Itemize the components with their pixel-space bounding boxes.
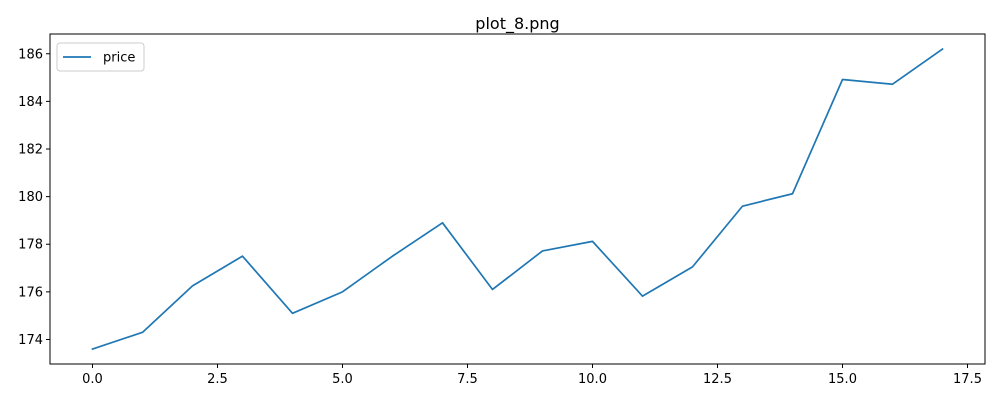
x-tick-label: 15.0 bbox=[828, 372, 857, 387]
x-tick-label: 5.0 bbox=[332, 372, 353, 387]
x-tick-label: 7.5 bbox=[457, 372, 478, 387]
legend: price bbox=[56, 42, 145, 72]
series-line-price bbox=[91, 47, 944, 351]
series-layer bbox=[91, 47, 944, 351]
y-tick-label: 182 bbox=[18, 143, 43, 158]
y-tick-label: 180 bbox=[18, 190, 43, 205]
y-tick-label: 178 bbox=[18, 238, 43, 253]
y-tick-label: 184 bbox=[18, 95, 43, 110]
y-tick-label: 174 bbox=[18, 333, 43, 348]
y-axis: 174 176 178 180 182 184 186 bbox=[18, 47, 50, 348]
x-tick-label: 0.0 bbox=[82, 372, 103, 387]
x-axis: 0.0 2.5 5.0 7.5 10.0 12.5 15.0 17.5 bbox=[82, 364, 982, 387]
x-tick-label: 2.5 bbox=[207, 372, 228, 387]
legend-box bbox=[56, 42, 145, 72]
y-tick-label: 186 bbox=[18, 47, 43, 62]
y-tick-label: 176 bbox=[18, 285, 43, 300]
plot-frame bbox=[49, 33, 986, 365]
x-tick-label: 12.5 bbox=[703, 372, 732, 387]
chart-title: plot_8.png bbox=[475, 14, 559, 34]
x-tick-label: 17.5 bbox=[953, 372, 982, 387]
x-tick-label: 10.0 bbox=[578, 372, 607, 387]
legend-label-price: price bbox=[103, 51, 135, 66]
